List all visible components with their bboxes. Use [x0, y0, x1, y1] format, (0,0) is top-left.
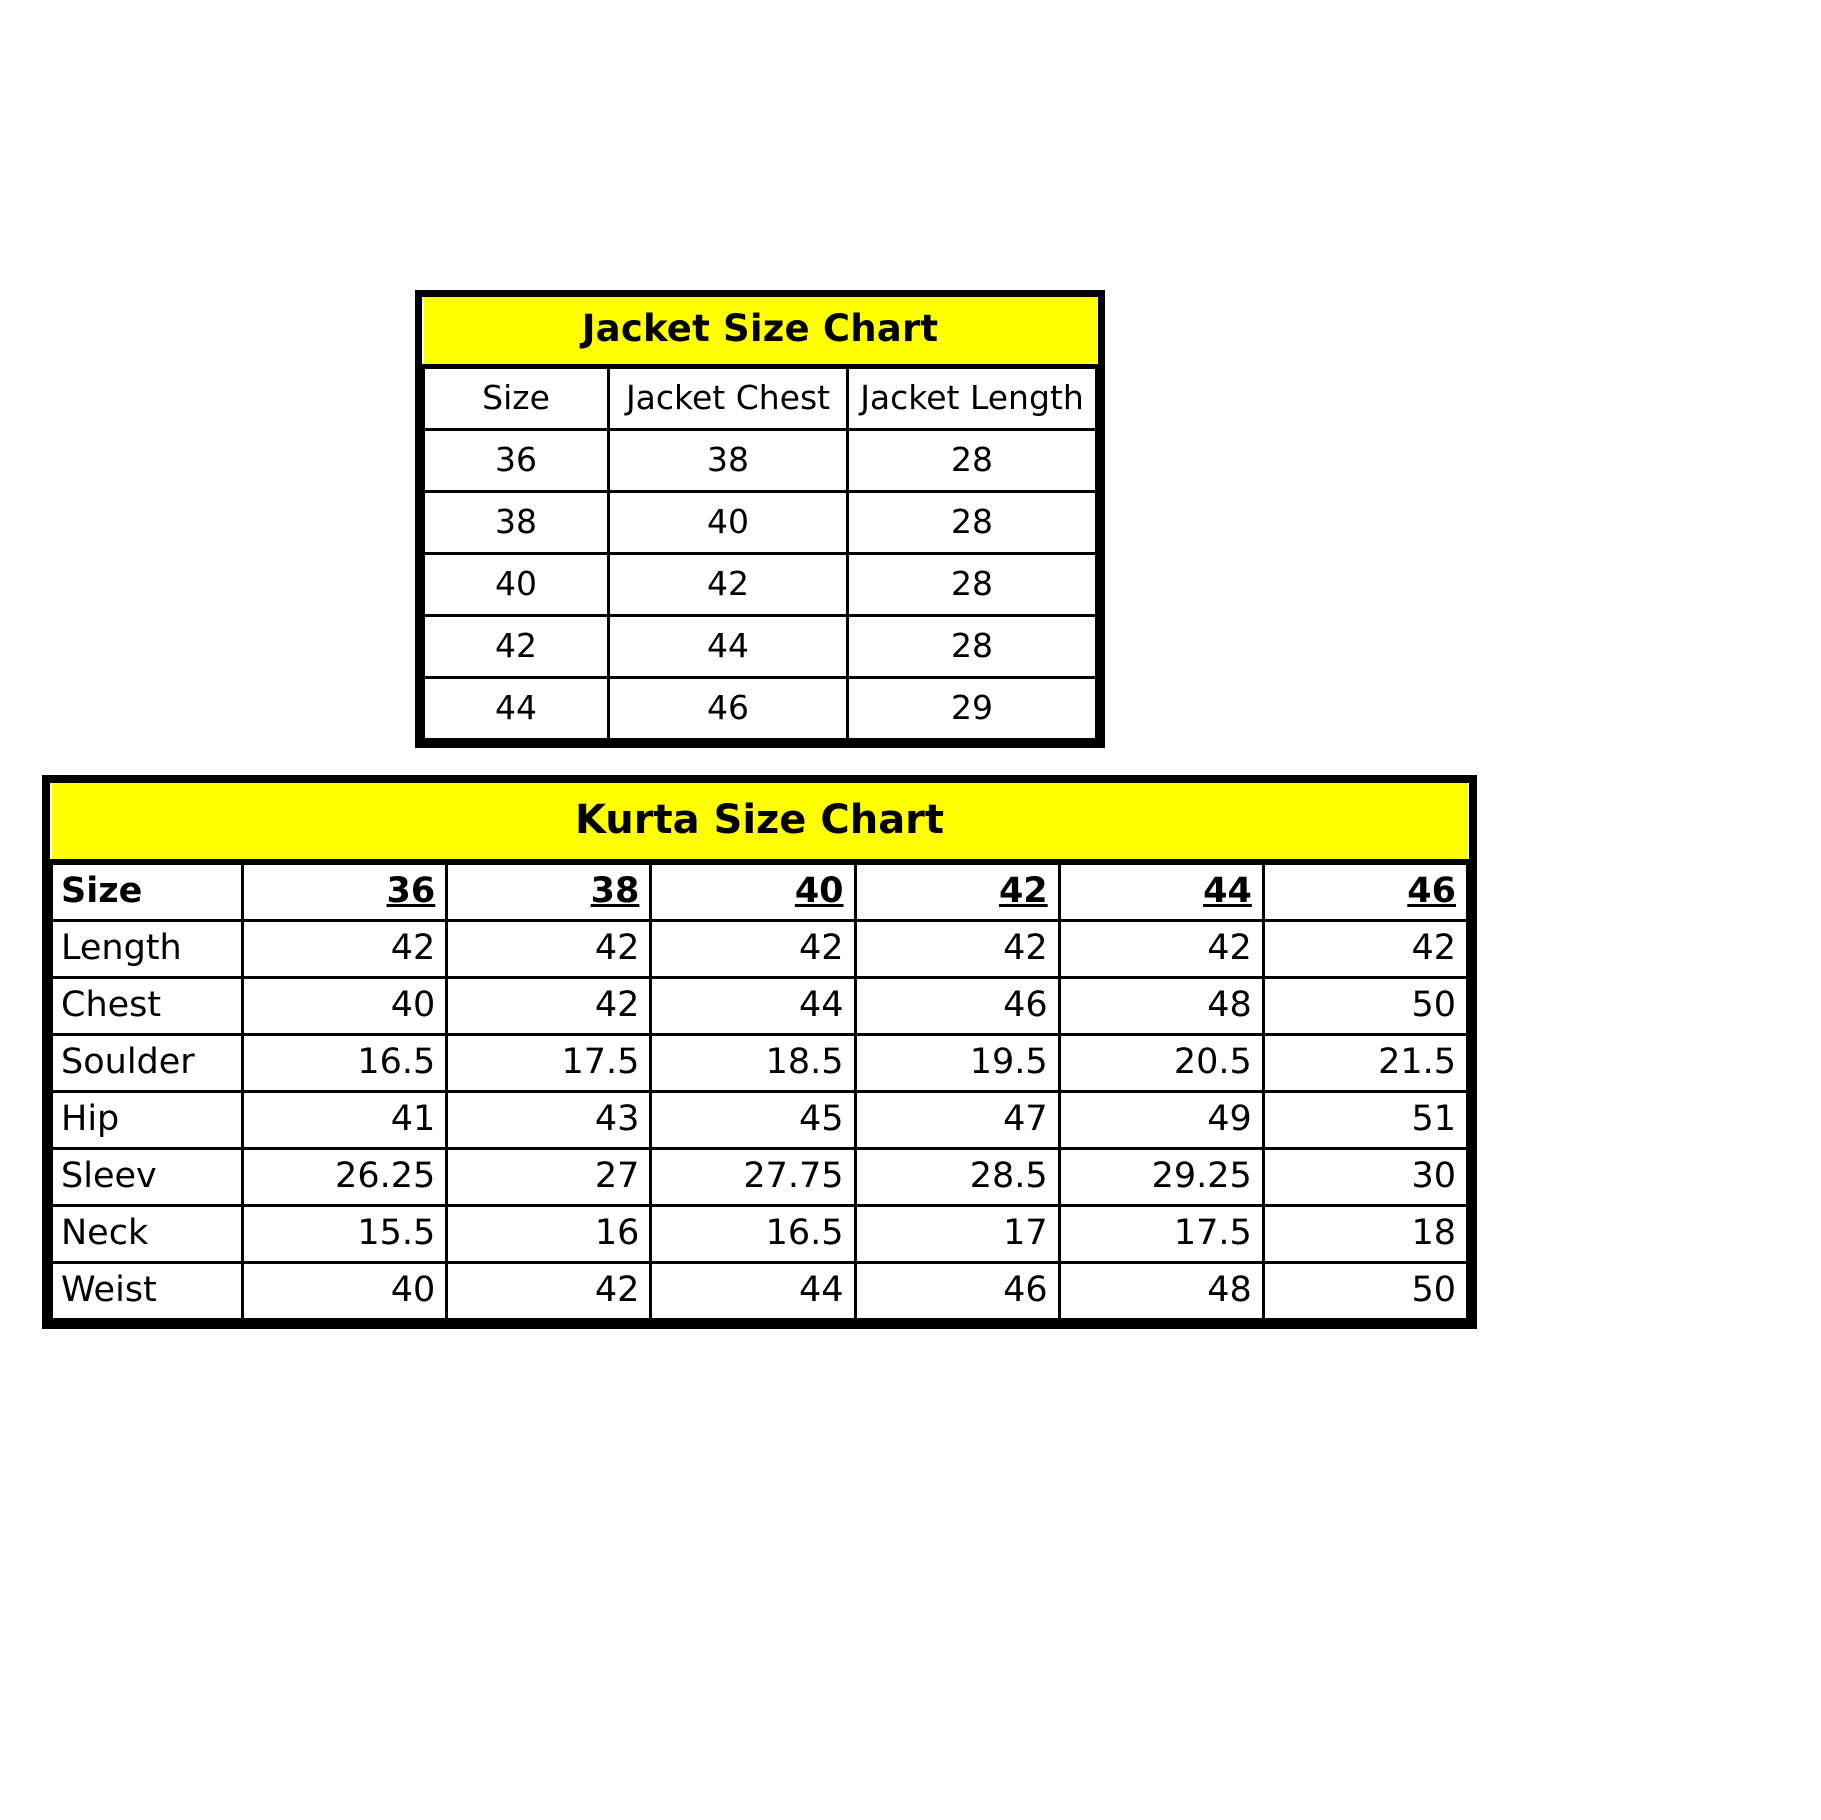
table-row: 42 44 28	[421, 614, 1099, 679]
kurta-cell: 17.5	[1057, 1204, 1265, 1264]
kurta-cell: 40	[241, 976, 449, 1036]
kurta-header-row: Size 36 38 40 42 44 46	[49, 860, 1470, 922]
table-row: 36 38 28	[421, 428, 1099, 493]
kurta-cell: 42	[241, 919, 449, 979]
jacket-cell-size: 36	[421, 428, 611, 493]
kurta-cell: 41	[241, 1090, 449, 1150]
kurta-cell: 44	[649, 1261, 857, 1321]
jacket-cell-length: 29	[845, 676, 1099, 741]
kurta-cell: 42	[445, 1261, 653, 1321]
kurta-size-header-44: 44	[1057, 860, 1265, 922]
jacket-table: Jacket Size Chart Size Jacket Chest Jack…	[421, 297, 1099, 741]
kurta-row-label-sleev: Sleev	[49, 1147, 245, 1207]
table-row: Weist 40 42 44 46 48 50	[49, 1261, 1470, 1321]
kurta-title-row: Kurta Size Chart	[51, 783, 1468, 865]
kurta-cell: 16	[445, 1204, 653, 1264]
jacket-column-header-chest: Jacket Chest	[607, 365, 849, 431]
table-row: Chest 40 42 44 46 48 50	[49, 976, 1470, 1036]
kurta-cell: 46	[853, 976, 1061, 1036]
kurta-size-header-46: 46	[1261, 860, 1470, 922]
kurta-cell: 20.5	[1057, 1033, 1265, 1093]
kurta-cell: 26.25	[241, 1147, 449, 1207]
kurta-cell: 16.5	[649, 1204, 857, 1264]
kurta-size-chart-table: Kurta Size Chart Size 36 38 40 42 44 46 …	[42, 775, 1477, 1329]
jacket-cell-length: 28	[845, 428, 1099, 493]
jacket-cell-size: 40	[421, 552, 611, 617]
kurta-cell: 18	[1261, 1204, 1470, 1264]
kurta-size-header-36: 36	[241, 860, 449, 922]
table-row: 40 42 28	[421, 552, 1099, 617]
jacket-cell-size: 38	[421, 490, 611, 555]
kurta-size-header-40: 40	[649, 860, 857, 922]
jacket-size-chart-table: Jacket Size Chart Size Jacket Chest Jack…	[415, 290, 1105, 748]
kurta-table: Kurta Size Chart Size 36 38 40 42 44 46 …	[49, 783, 1470, 1321]
jacket-cell-length: 28	[845, 614, 1099, 679]
kurta-cell: 50	[1261, 976, 1470, 1036]
kurta-cell: 27.75	[649, 1147, 857, 1207]
kurta-row-label-weist: Weist	[49, 1261, 245, 1321]
jacket-cell-chest: 42	[607, 552, 849, 617]
kurta-cell: 40	[241, 1261, 449, 1321]
kurta-cell: 48	[1057, 976, 1265, 1036]
table-row: Soulder 16.5 17.5 18.5 19.5 20.5 21.5	[49, 1033, 1470, 1093]
kurta-cell: 42	[1261, 919, 1470, 979]
kurta-size-header-42: 42	[853, 860, 1061, 922]
kurta-header-size-label: Size	[49, 860, 245, 922]
table-row: Sleev 26.25 27 27.75 28.5 29.25 30	[49, 1147, 1470, 1207]
kurta-cell: 27	[445, 1147, 653, 1207]
kurta-row-label-hip: Hip	[49, 1090, 245, 1150]
kurta-size-header-38: 38	[445, 860, 653, 922]
kurta-cell: 42	[445, 976, 653, 1036]
kurta-cell: 17.5	[445, 1033, 653, 1093]
table-row: Hip 41 43 45 47 49 51	[49, 1090, 1470, 1150]
kurta-cell: 30	[1261, 1147, 1470, 1207]
kurta-cell: 28.5	[853, 1147, 1061, 1207]
table-row: 44 46 29	[421, 676, 1099, 741]
jacket-chart-title: Jacket Size Chart	[423, 297, 1097, 369]
kurta-cell: 42	[853, 919, 1061, 979]
kurta-cell: 47	[853, 1090, 1061, 1150]
kurta-cell: 17	[853, 1204, 1061, 1264]
table-row: Neck 15.5 16 16.5 17 17.5 18	[49, 1204, 1470, 1264]
kurta-cell: 21.5	[1261, 1033, 1470, 1093]
jacket-column-header-size: Size	[421, 365, 611, 431]
kurta-cell: 29.25	[1057, 1147, 1265, 1207]
kurta-row-label-length: Length	[49, 919, 245, 979]
jacket-cell-chest: 38	[607, 428, 849, 493]
kurta-cell: 43	[445, 1090, 653, 1150]
kurta-cell: 44	[649, 976, 857, 1036]
table-row: 38 40 28	[421, 490, 1099, 555]
jacket-cell-chest: 46	[607, 676, 849, 741]
kurta-row-label-neck: Neck	[49, 1204, 245, 1264]
kurta-cell: 42	[1057, 919, 1265, 979]
kurta-chart-title: Kurta Size Chart	[51, 783, 1468, 865]
kurta-cell: 19.5	[853, 1033, 1061, 1093]
jacket-cell-chest: 44	[607, 614, 849, 679]
jacket-cell-size: 44	[421, 676, 611, 741]
kurta-row-label-soulder: Soulder	[49, 1033, 245, 1093]
kurta-row-label-chest: Chest	[49, 976, 245, 1036]
kurta-cell: 42	[649, 919, 857, 979]
jacket-cell-size: 42	[421, 614, 611, 679]
jacket-cell-length: 28	[845, 552, 1099, 617]
kurta-cell: 45	[649, 1090, 857, 1150]
jacket-column-header-length: Jacket Length	[845, 365, 1099, 431]
kurta-cell: 16.5	[241, 1033, 449, 1093]
kurta-cell: 15.5	[241, 1204, 449, 1264]
kurta-cell: 48	[1057, 1261, 1265, 1321]
kurta-cell: 50	[1261, 1261, 1470, 1321]
table-row: Length 42 42 42 42 42 42	[49, 919, 1470, 979]
kurta-cell: 51	[1261, 1090, 1470, 1150]
kurta-cell: 49	[1057, 1090, 1265, 1150]
jacket-cell-chest: 40	[607, 490, 849, 555]
kurta-cell: 42	[445, 919, 653, 979]
jacket-cell-length: 28	[845, 490, 1099, 555]
jacket-title-row: Jacket Size Chart	[423, 297, 1097, 369]
jacket-header-row: Size Jacket Chest Jacket Length	[421, 365, 1099, 431]
kurta-cell: 18.5	[649, 1033, 857, 1093]
kurta-cell: 46	[853, 1261, 1061, 1321]
